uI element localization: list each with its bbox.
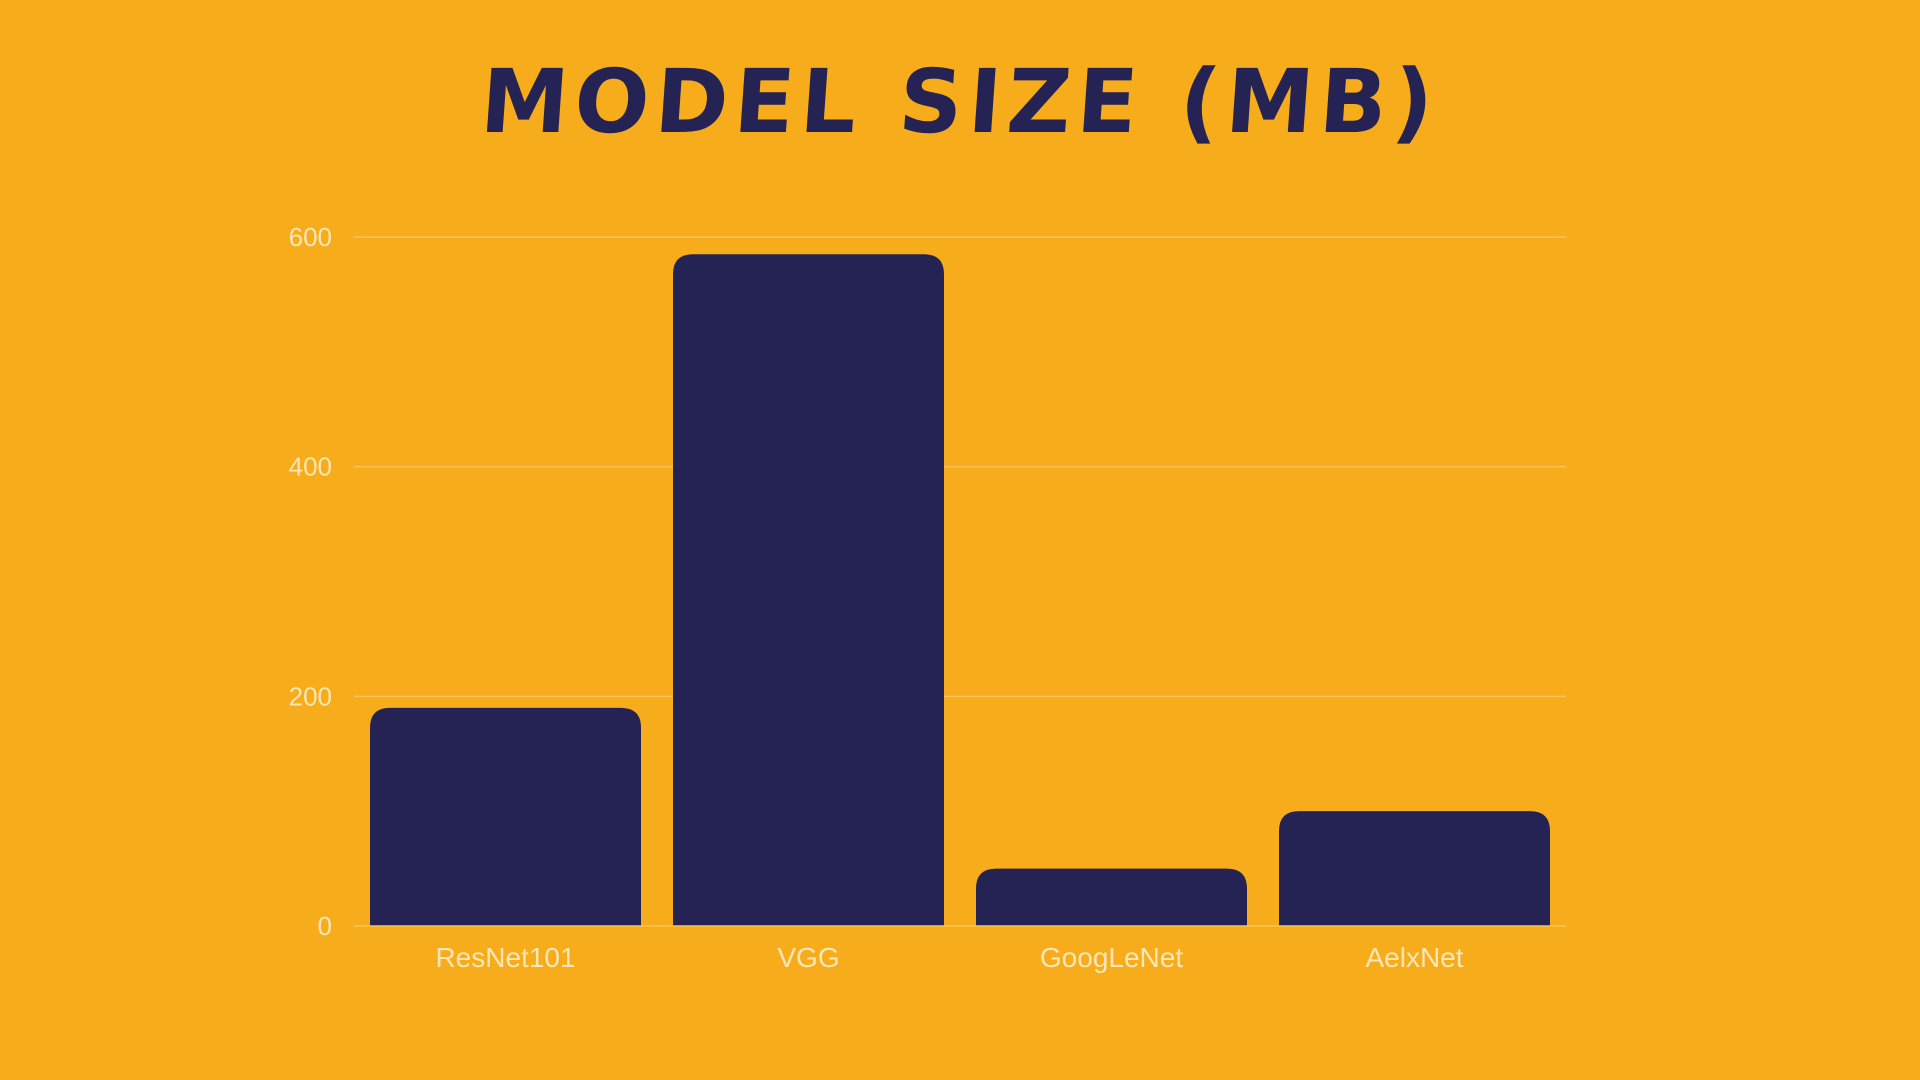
bar-aelxnet — [1279, 811, 1550, 926]
y-tick-label: 0 — [318, 911, 332, 941]
x-tick-label: GoogLeNet — [1040, 942, 1183, 973]
x-tick-label: VGG — [777, 942, 839, 973]
y-tick-label: 600 — [289, 222, 332, 252]
x-tick-label: ResNet101 — [435, 942, 575, 973]
y-tick-label: 200 — [289, 681, 332, 711]
bar-resnet101 — [370, 707, 641, 926]
y-tick-label: 400 — [289, 452, 332, 482]
bar-vgg — [673, 254, 944, 927]
bar-googlenet — [976, 868, 1247, 926]
x-tick-label: AelxNet — [1365, 942, 1463, 973]
